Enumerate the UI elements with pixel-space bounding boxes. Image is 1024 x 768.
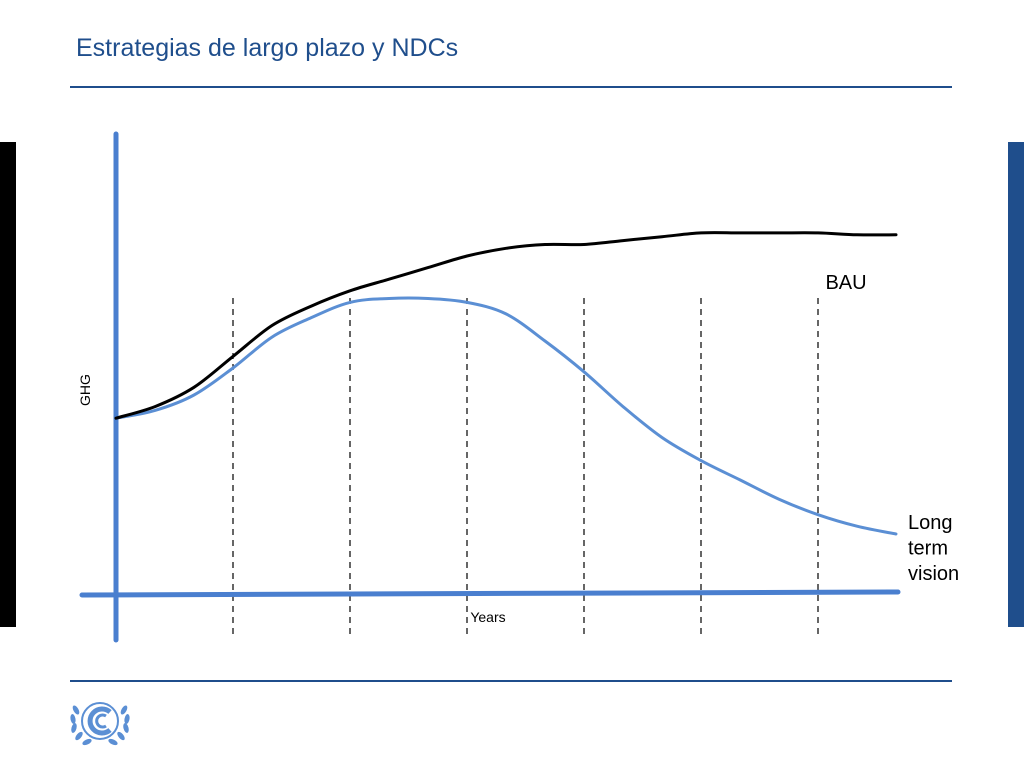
long-term-label-line-1: Long — [908, 512, 953, 534]
chart-axes — [79, 131, 901, 643]
long-term-vision-line — [114, 296, 898, 536]
long-term-label-line-2: term — [908, 538, 948, 560]
bottom-divider — [70, 680, 952, 682]
y-axis-label: GHG — [77, 374, 93, 406]
ghg-chart: GHG Years BAU Long term vision — [77, 131, 959, 643]
series-lines — [114, 231, 898, 536]
long-term-label-line-3: vision — [908, 563, 959, 585]
left-accent-bar — [0, 142, 16, 627]
bau-line — [114, 231, 898, 420]
slide-title: Estrategias de largo plazo y NDCs — [76, 34, 459, 62]
x-axis-label: Years — [470, 609, 505, 625]
vertical-markers — [232, 298, 819, 636]
right-accent-bar — [1008, 142, 1024, 627]
series-label-bau: BAU — [825, 272, 866, 294]
series-label-long-term-vision: Long term vision — [908, 512, 959, 585]
x-axis-line — [79, 589, 901, 598]
un-climate-logo — [70, 702, 130, 746]
top-divider — [70, 86, 952, 88]
